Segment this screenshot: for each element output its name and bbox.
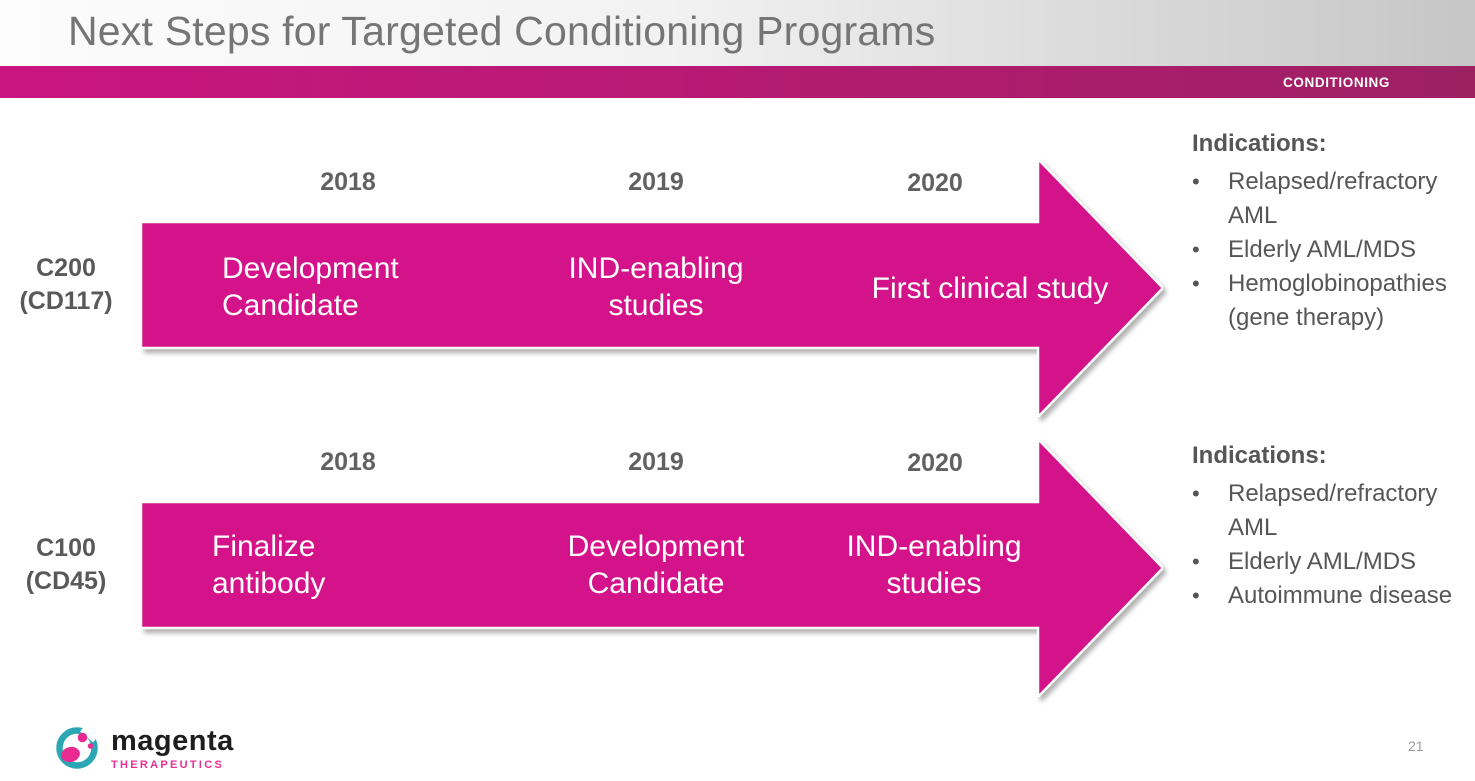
- magenta-cell-logo-icon: [56, 724, 103, 769]
- section-banner: CONDITIONING: [0, 66, 1475, 98]
- year-label: 2019: [628, 448, 684, 476]
- phase-label: IND-enabling studies: [568, 252, 744, 322]
- indications-title: Indications:: [1192, 442, 1327, 469]
- logo-brand: magenta: [111, 725, 234, 757]
- program-name: C100: [36, 534, 96, 562]
- list-item: • Hemoglobinopathies (gene therapy): [1192, 267, 1472, 335]
- year-label: 2019: [628, 168, 684, 196]
- phase-label: Development Candidate: [222, 252, 399, 322]
- list-item: • Elderly AML/MDS: [1192, 545, 1472, 579]
- list-item: • Autoimmune disease: [1192, 579, 1472, 613]
- phase-label: IND-enabling studies: [846, 530, 1022, 600]
- list-item: • Elderly AML/MDS: [1192, 233, 1472, 267]
- year-label: 2018: [320, 168, 376, 196]
- list-item: • Relapsed/refractory AML: [1192, 165, 1472, 233]
- year-label: 2020: [907, 449, 963, 477]
- logo-subbrand: THERAPEUTICS: [111, 759, 225, 771]
- program-target: (CD117): [19, 287, 113, 315]
- phase-label: Finalize antibody: [212, 530, 326, 600]
- year-label: 2020: [907, 169, 963, 197]
- bullet-icon: •: [1192, 583, 1200, 608]
- bullet-icon: •: [1192, 549, 1200, 574]
- indications-list-c200: Indications: • Relapsed/refractory AML •…: [1192, 130, 1472, 335]
- logo-wordmark: magenta THERAPEUTICS: [111, 724, 234, 772]
- program-target: (CD45): [25, 567, 107, 595]
- timeline-arrow: [141, 159, 1163, 417]
- program-label-c100: C100 (CD45): [8, 532, 124, 598]
- page-number: 21: [1408, 738, 1424, 754]
- year-label: 2018: [320, 448, 376, 476]
- slide-header: Next Steps for Targeted Conditioning Pro…: [0, 0, 1475, 66]
- indications-list-c100: Indications: • Relapsed/refractory AML •…: [1192, 442, 1472, 613]
- timeline-arrow: [141, 439, 1163, 697]
- phase-label: First clinical study: [871, 272, 1109, 305]
- list-item: • Relapsed/refractory AML: [1192, 477, 1472, 545]
- bullet-icon: •: [1192, 237, 1200, 262]
- phase-label: Development Candidate: [567, 530, 745, 600]
- banner-tag: CONDITIONING: [1283, 74, 1390, 90]
- program-label-c200: C200 (CD117): [8, 252, 124, 318]
- page-title: Next Steps for Targeted Conditioning Pro…: [68, 8, 936, 54]
- bullet-icon: •: [1192, 271, 1200, 296]
- indications-title: Indications:: [1192, 130, 1327, 157]
- bullet-icon: •: [1192, 481, 1200, 506]
- bullet-icon: •: [1192, 169, 1200, 194]
- company-logo: magenta THERAPEUTICS: [53, 724, 234, 772]
- program-name: C200: [36, 254, 96, 282]
